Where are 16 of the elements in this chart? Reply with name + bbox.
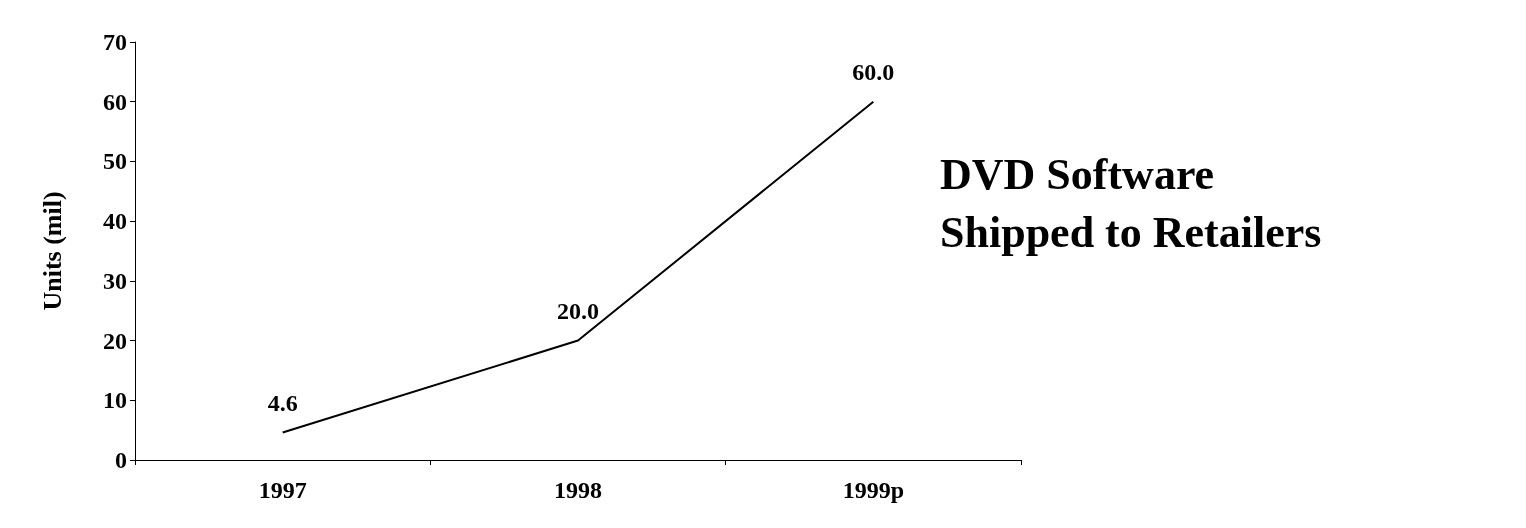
- y-tick-label: 20: [103, 327, 127, 354]
- data-label: 4.6: [267, 389, 298, 416]
- y-tick-label: 50: [103, 148, 127, 175]
- data-label: 20.0: [557, 297, 599, 324]
- y-tick-label: 10: [103, 387, 127, 414]
- y-tick-label: 70: [103, 29, 127, 55]
- y-axis-title: Units (mil): [37, 191, 67, 311]
- x-tick-label: 1997: [258, 477, 307, 503]
- y-tick-label: 30: [103, 267, 127, 294]
- x-tick-label: 1998: [554, 477, 602, 503]
- y-tick-label: 0: [115, 447, 127, 473]
- y-tick-label: 40: [103, 208, 127, 235]
- x-tick-label: 1999p: [842, 477, 905, 503]
- data-label: 60.0: [852, 58, 895, 85]
- text: DVD Software Shipped to Retailers: [940, 149, 1322, 257]
- y-tick-label: 60: [103, 88, 127, 115]
